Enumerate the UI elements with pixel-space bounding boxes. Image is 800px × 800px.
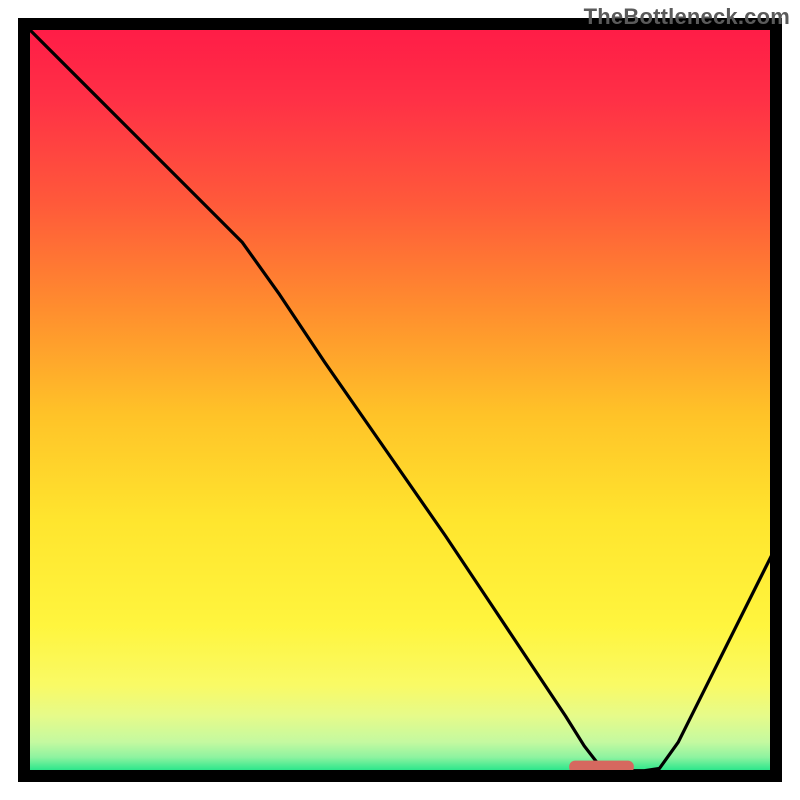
bottleneck-chart-container: TheBottleneck.com bbox=[0, 0, 800, 800]
watermark-text: TheBottleneck.com bbox=[584, 4, 790, 30]
bottleneck-chart-svg bbox=[0, 0, 800, 800]
